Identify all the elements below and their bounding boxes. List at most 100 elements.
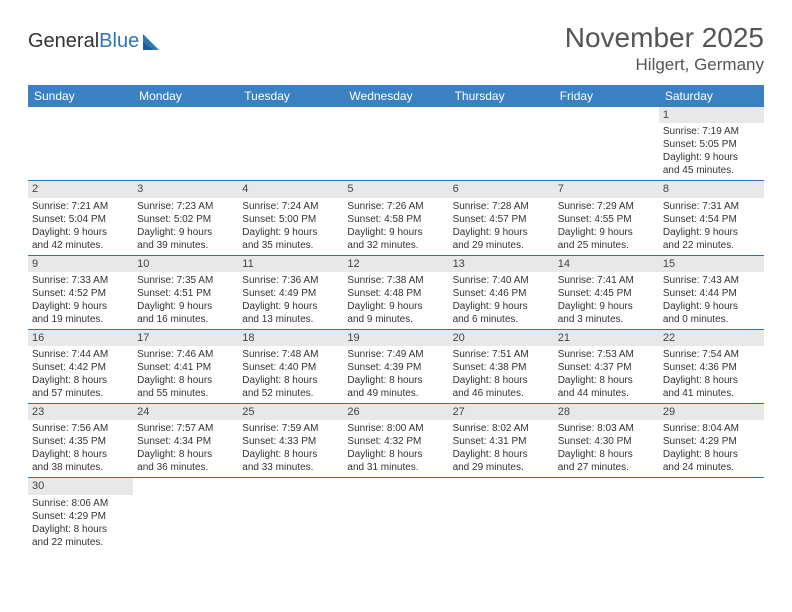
- day-details: Sunrise: 7:46 AMSunset: 4:41 PMDaylight:…: [137, 348, 234, 400]
- calendar-cell: 4 Sunrise: 7:24 AMSunset: 5:00 PMDaylight…: [238, 181, 343, 255]
- calendar-cell: 6 Sunrise: 7:28 AMSunset: 4:57 PMDaylight…: [449, 181, 554, 255]
- day-details: Sunrise: 7:31 AMSunset: 4:54 PMDaylight:…: [663, 200, 760, 252]
- calendar-cell: 3Sunrise: 7:23 AMSunset: 5:02 PMDaylight…: [133, 181, 238, 255]
- calendar-cell: [28, 107, 133, 181]
- day-number: 28: [554, 404, 659, 420]
- calendar-cell: 8 Sunrise: 7:31 AMSunset: 4:54 PMDaylight…: [659, 181, 764, 255]
- calendar-cell: 29Sunrise: 8:04 AMSunset: 4:29 PMDayligh…: [659, 404, 764, 478]
- day-details: Sunrise: 7:35 AMSunset: 4:51 PMDaylight:…: [137, 274, 234, 326]
- calendar-cell: 16 Sunrise: 7:44 AMSunset: 4:42 PMDayligh…: [28, 329, 133, 403]
- day-details: Sunrise: 7:53 AMSunset: 4:37 PMDaylight:…: [558, 348, 655, 400]
- calendar-week-row: 9Sunrise: 7:33 AMSunset: 4:52 PMDaylight…: [28, 255, 764, 329]
- day-number: 17: [133, 330, 238, 346]
- weekday-header: Thursday: [449, 85, 554, 107]
- day-details: Sunrise: 7:23 AMSunset: 5:02 PMDaylight:…: [137, 200, 234, 252]
- day-number: 6: [449, 181, 554, 197]
- weekday-header: Wednesday: [343, 85, 448, 107]
- calendar-cell: 15 Sunrise: 7:43 AMSunset: 4:44 PMDayligh…: [659, 255, 764, 329]
- day-number: 30: [28, 478, 133, 494]
- day-number: [449, 107, 554, 123]
- day-number: 15: [659, 256, 764, 272]
- day-details: Sunrise: 7:26 AMSunset: 4:58 PMDaylight:…: [347, 200, 444, 252]
- day-number: 13: [449, 256, 554, 272]
- calendar-cell: 2 Sunrise: 7:21 AMSunset: 5:04 PMDaylight…: [28, 181, 133, 255]
- calendar-week-row: 16 Sunrise: 7:44 AMSunset: 4:42 PMDayligh…: [28, 329, 764, 403]
- calendar-cell: [343, 107, 448, 181]
- logo-word1: General: [28, 30, 99, 53]
- calendar-cell: [133, 478, 238, 552]
- weekday-header: Friday: [554, 85, 659, 107]
- calendar-cell: [133, 107, 238, 181]
- calendar-cell: 1Sunrise: 7:19 AMSunset: 5:05 PMDaylight…: [659, 107, 764, 181]
- day-details: Sunrise: 7:44 AMSunset: 4:42 PMDaylight:…: [32, 348, 129, 400]
- day-number: [659, 478, 764, 494]
- logo-word2: Blue: [99, 30, 139, 53]
- calendar-cell: 12 Sunrise: 7:38 AMSunset: 4:48 PMDayligh…: [343, 255, 448, 329]
- weekday-header: Tuesday: [238, 85, 343, 107]
- month-title: November 2025: [565, 22, 764, 54]
- calendar-cell: 17 Sunrise: 7:46 AMSunset: 4:41 PMDayligh…: [133, 329, 238, 403]
- day-number: 8: [659, 181, 764, 197]
- day-number: [554, 107, 659, 123]
- day-details: Sunrise: 7:36 AMSunset: 4:49 PMDaylight:…: [242, 274, 339, 326]
- day-number: [554, 478, 659, 494]
- day-number: 7: [554, 181, 659, 197]
- header: GeneralBlue November 2025 Hilgert, Germa…: [28, 22, 764, 75]
- day-details: Sunrise: 7:24 AMSunset: 5:00 PMDaylight:…: [242, 200, 339, 252]
- day-number: 26: [343, 404, 448, 420]
- calendar-cell: 19Sunrise: 7:49 AMSunset: 4:39 PMDayligh…: [343, 329, 448, 403]
- calendar-cell: [554, 107, 659, 181]
- day-number: 5: [343, 181, 448, 197]
- day-details: Sunrise: 7:59 AMSunset: 4:33 PMDaylight:…: [242, 422, 339, 474]
- calendar-week-row: 23 Sunrise: 7:56 AMSunset: 4:35 PMDayligh…: [28, 404, 764, 478]
- day-details: Sunrise: 8:02 AMSunset: 4:31 PMDaylight:…: [453, 422, 550, 474]
- weekday-header-row: Sunday Monday Tuesday Wednesday Thursday…: [28, 85, 764, 107]
- day-details: Sunrise: 8:04 AMSunset: 4:29 PMDaylight:…: [663, 422, 760, 474]
- calendar-cell: [449, 107, 554, 181]
- calendar-cell: [238, 478, 343, 552]
- calendar-cell: [659, 478, 764, 552]
- calendar-cell: 28 Sunrise: 8:03 AMSunset: 4:30 PMDayligh…: [554, 404, 659, 478]
- day-details: Sunrise: 7:21 AMSunset: 5:04 PMDaylight:…: [32, 200, 129, 252]
- day-details: Sunrise: 7:28 AMSunset: 4:57 PMDaylight:…: [453, 200, 550, 252]
- day-details: Sunrise: 7:48 AMSunset: 4:40 PMDaylight:…: [242, 348, 339, 400]
- day-number: [343, 107, 448, 123]
- weekday-header: Sunday: [28, 85, 133, 107]
- day-number: [133, 478, 238, 494]
- day-number: 16: [28, 330, 133, 346]
- calendar-cell: 24Sunrise: 7:57 AMSunset: 4:34 PMDayligh…: [133, 404, 238, 478]
- calendar-cell: 18Sunrise: 7:48 AMSunset: 4:40 PMDayligh…: [238, 329, 343, 403]
- day-details: Sunrise: 7:57 AMSunset: 4:34 PMDaylight:…: [137, 422, 234, 474]
- day-number: [449, 478, 554, 494]
- calendar-cell: 21Sunrise: 7:53 AMSunset: 4:37 PMDayligh…: [554, 329, 659, 403]
- day-details: Sunrise: 8:06 AMSunset: 4:29 PMDaylight:…: [32, 497, 129, 549]
- day-details: Sunrise: 8:03 AMSunset: 4:30 PMDaylight:…: [558, 422, 655, 474]
- calendar-cell: 27Sunrise: 8:02 AMSunset: 4:31 PMDayligh…: [449, 404, 554, 478]
- day-number: [238, 107, 343, 123]
- day-details: Sunrise: 7:29 AMSunset: 4:55 PMDaylight:…: [558, 200, 655, 252]
- calendar-cell: 11 Sunrise: 7:36 AMSunset: 4:49 PMDayligh…: [238, 255, 343, 329]
- day-number: [133, 107, 238, 123]
- weekday-header: Monday: [133, 85, 238, 107]
- location: Hilgert, Germany: [565, 55, 764, 75]
- day-details: Sunrise: 7:38 AMSunset: 4:48 PMDaylight:…: [347, 274, 444, 326]
- calendar-cell: 10Sunrise: 7:35 AMSunset: 4:51 PMDayligh…: [133, 255, 238, 329]
- day-number: 2: [28, 181, 133, 197]
- day-number: 12: [343, 256, 448, 272]
- day-details: Sunrise: 7:54 AMSunset: 4:36 PMDaylight:…: [663, 348, 760, 400]
- day-number: 19: [343, 330, 448, 346]
- day-number: 23: [28, 404, 133, 420]
- calendar-cell: 7 Sunrise: 7:29 AMSunset: 4:55 PMDaylight…: [554, 181, 659, 255]
- calendar-cell: 20Sunrise: 7:51 AMSunset: 4:38 PMDayligh…: [449, 329, 554, 403]
- day-details: Sunrise: 7:41 AMSunset: 4:45 PMDaylight:…: [558, 274, 655, 326]
- calendar-week-row: 30 Sunrise: 8:06 AMSunset: 4:29 PMDayligh…: [28, 478, 764, 552]
- calendar-cell: 5 Sunrise: 7:26 AMSunset: 4:58 PMDaylight…: [343, 181, 448, 255]
- calendar-table: Sunday Monday Tuesday Wednesday Thursday…: [28, 85, 764, 552]
- day-number: [28, 107, 133, 123]
- day-number: 4: [238, 181, 343, 197]
- calendar-cell: [554, 478, 659, 552]
- logo: GeneralBlue: [28, 30, 165, 53]
- day-number: 11: [238, 256, 343, 272]
- day-details: Sunrise: 7:56 AMSunset: 4:35 PMDaylight:…: [32, 422, 129, 474]
- day-details: Sunrise: 7:43 AMSunset: 4:44 PMDaylight:…: [663, 274, 760, 326]
